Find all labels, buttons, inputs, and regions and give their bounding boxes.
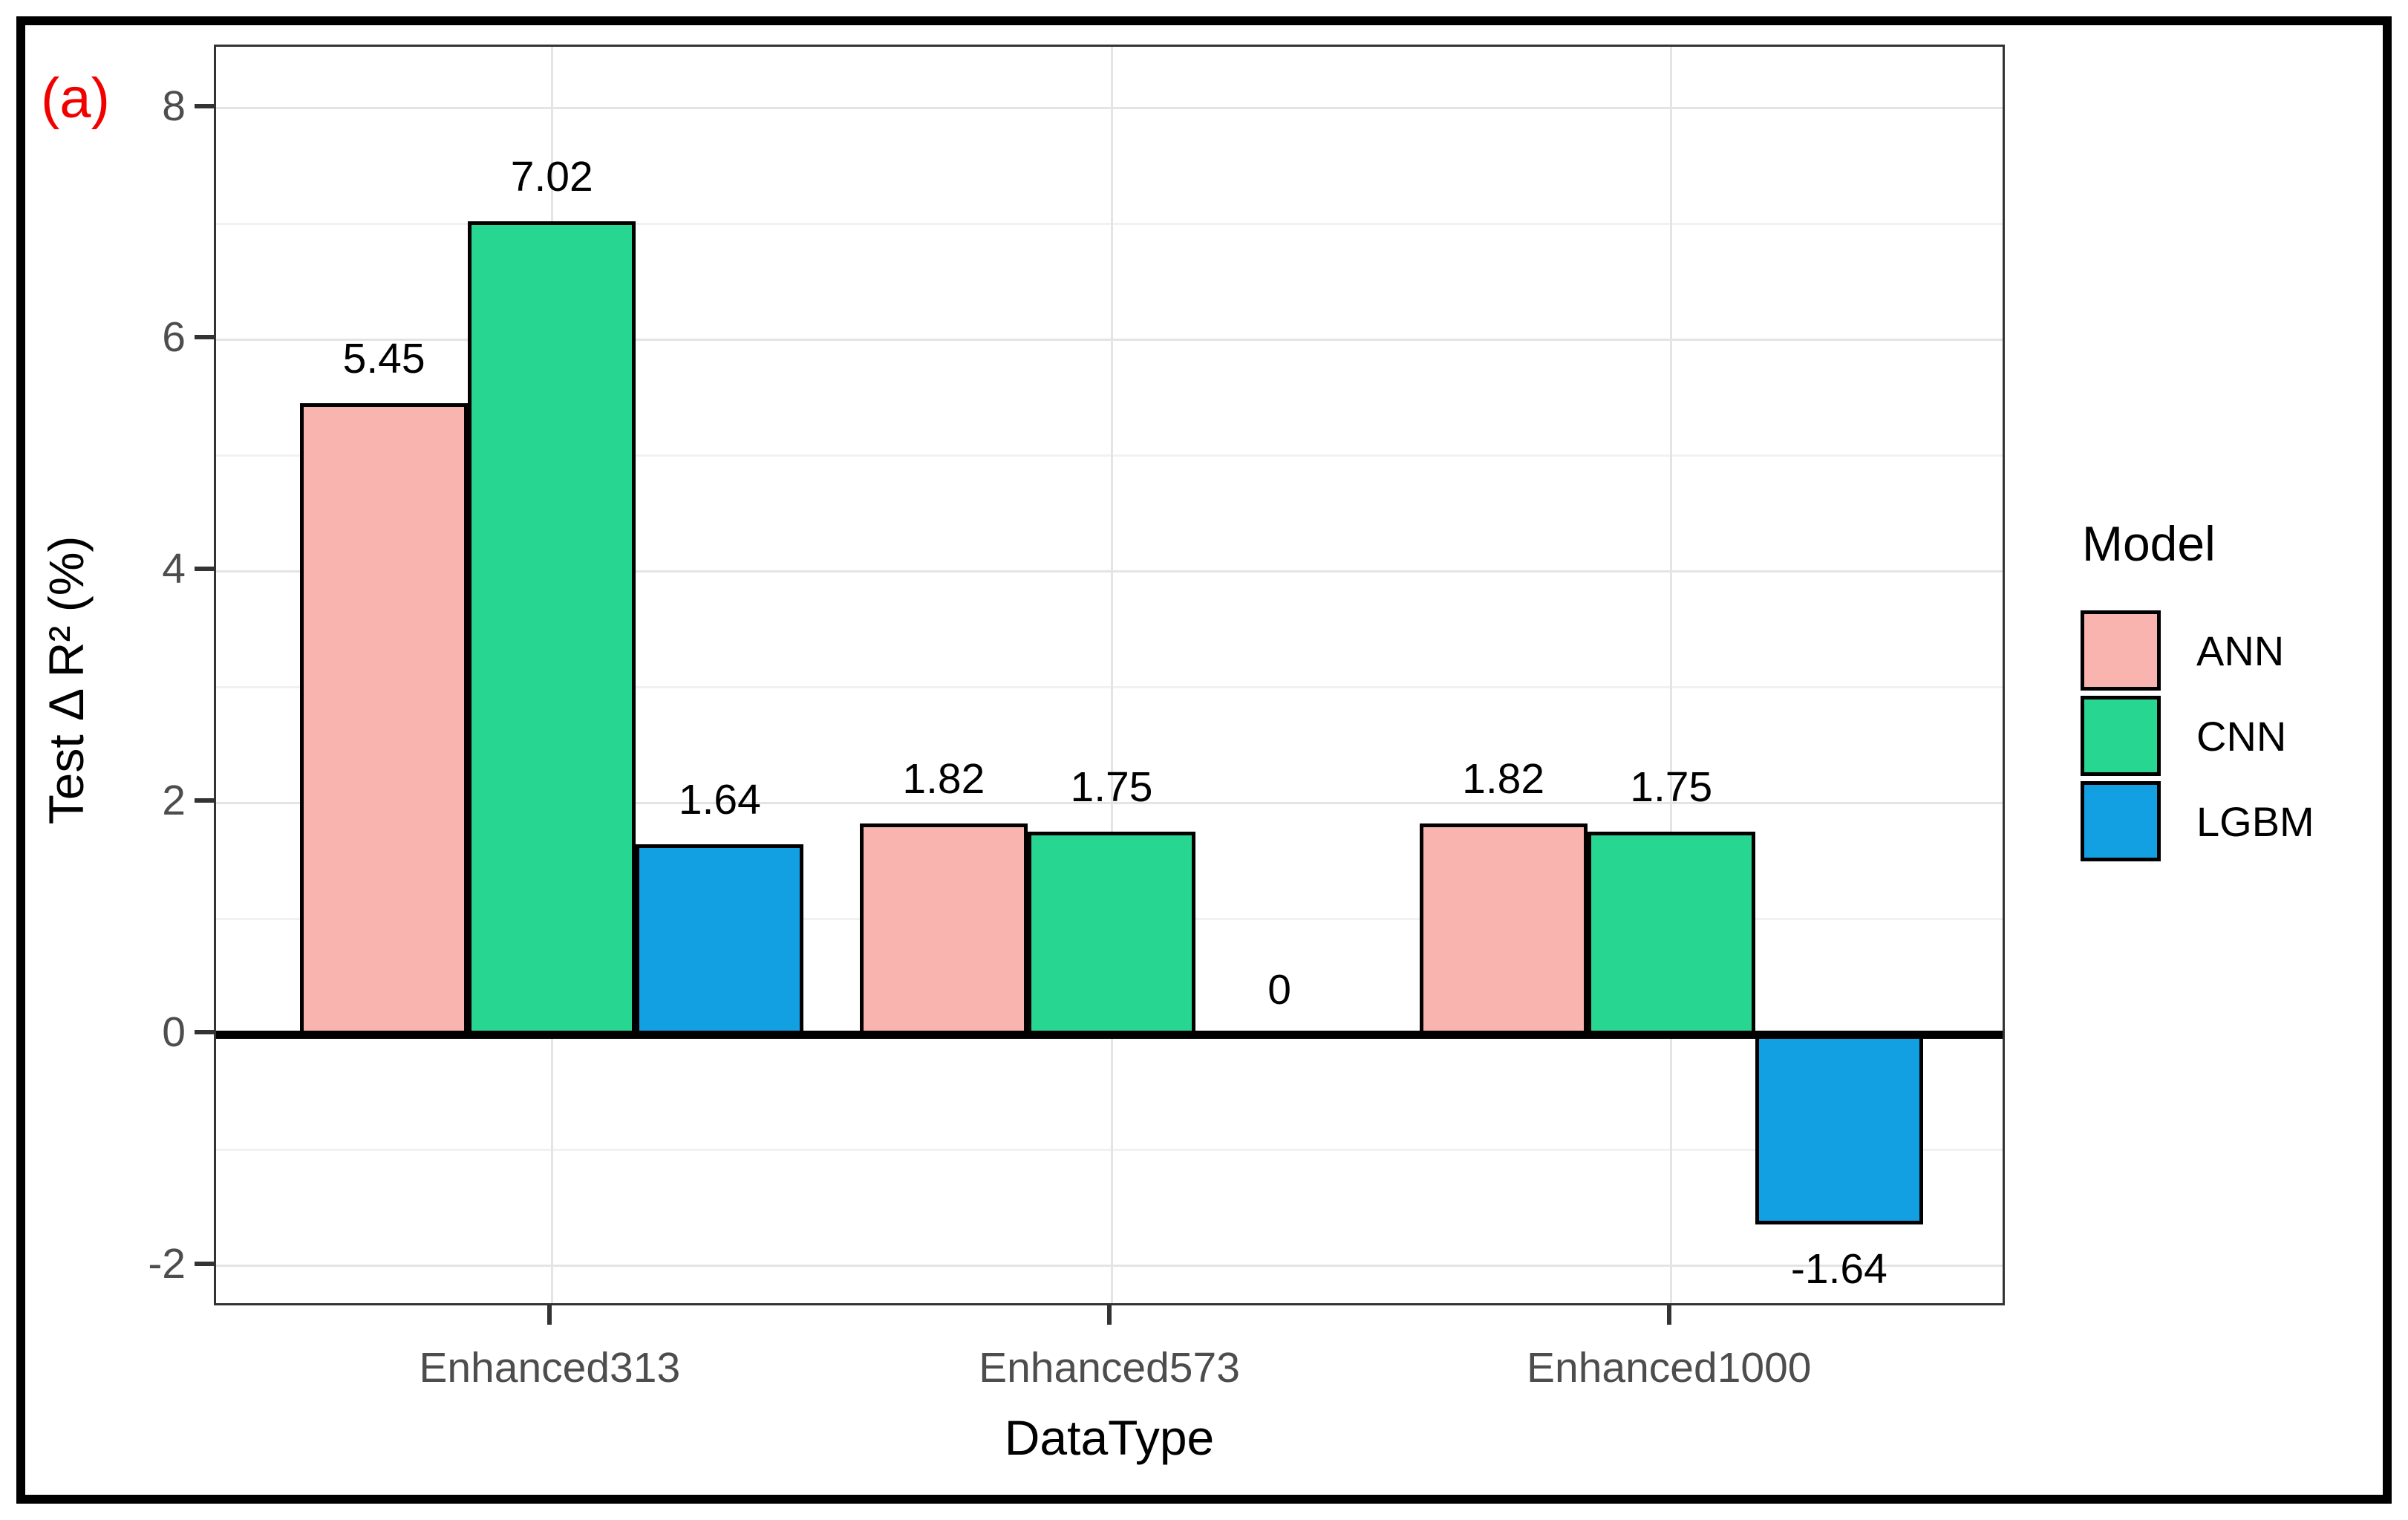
legend-swatch-lgbm bbox=[2081, 781, 2161, 861]
legend-title: Model bbox=[2082, 516, 2216, 571]
bar-value-label-enhanced313-ann: 5.45 bbox=[342, 335, 425, 383]
bar-enhanced1000-cnn bbox=[1587, 832, 1755, 1035]
bar-enhanced573-cnn bbox=[1027, 832, 1196, 1035]
x-tick-label-enhanced573: Enhanced573 bbox=[979, 1344, 1240, 1392]
gridline-major-y8 bbox=[216, 107, 2003, 110]
y-axis-title: Test Δ R² (%) bbox=[39, 535, 94, 825]
panel-tag: (a) bbox=[41, 67, 110, 130]
gridline-minor-y-1 bbox=[216, 1149, 2003, 1152]
legend: Model ANN CNN LGBM bbox=[2081, 515, 2314, 867]
bar-value-label-enhanced573-ann: 1.82 bbox=[902, 755, 985, 803]
bar-enhanced313-lgbm bbox=[636, 844, 804, 1034]
gridline-x-enhanced1000 bbox=[1670, 47, 1673, 1303]
bar-value-label-enhanced573-lgbm: 0 bbox=[1267, 966, 1291, 1014]
y-tick-2 bbox=[195, 798, 214, 803]
bar-value-label-enhanced573-cnn: 1.75 bbox=[1070, 763, 1153, 812]
plot-panel: 5.45 1.82 1.82 7.02 1.75 1.75 1.64 0 -1.64 bbox=[214, 45, 2005, 1305]
legend-swatch-ann bbox=[2081, 610, 2161, 691]
legend-item-cnn: CNN bbox=[2081, 696, 2314, 776]
y-tick-label-8: 8 bbox=[162, 82, 186, 130]
gridline-minor-y3 bbox=[216, 685, 2003, 688]
gridline-major-y4 bbox=[216, 570, 2003, 573]
legend-swatch-cnn bbox=[2081, 696, 2161, 776]
bar-value-label-enhanced1000-lgbm: -1.64 bbox=[1790, 1245, 1887, 1293]
y-tick-0 bbox=[195, 1030, 214, 1035]
y-tick-label-0: 0 bbox=[162, 1008, 186, 1057]
y-tick-label-6: 6 bbox=[162, 313, 186, 362]
gridline-x-enhanced573 bbox=[1110, 47, 1113, 1303]
bar-value-label-enhanced313-cnn: 7.02 bbox=[510, 153, 593, 201]
bar-enhanced1000-lgbm bbox=[1755, 1034, 1923, 1224]
y-tick-label-2: 2 bbox=[162, 777, 186, 825]
gridline-major-y-2 bbox=[216, 1265, 2003, 1268]
legend-label-ann: ANN bbox=[2196, 627, 2285, 674]
x-axis-title: DataType bbox=[1004, 1410, 1215, 1465]
figure-border bbox=[16, 16, 2392, 1504]
bar-enhanced1000-ann bbox=[1419, 823, 1588, 1034]
y-tick-4 bbox=[195, 567, 214, 572]
bar-value-label-enhanced1000-ann: 1.82 bbox=[1462, 755, 1545, 803]
legend-item-lgbm: LGBM bbox=[2081, 781, 2314, 861]
gridline-major-y6 bbox=[216, 338, 2003, 341]
y-tick-8 bbox=[195, 103, 214, 108]
gridline-minor-y5 bbox=[216, 454, 2003, 457]
x-tick-label-enhanced313: Enhanced313 bbox=[419, 1344, 681, 1392]
legend-item-ann: ANN bbox=[2081, 610, 2314, 691]
bar-enhanced313-ann bbox=[300, 403, 469, 1034]
x-tick-label-enhanced1000: Enhanced1000 bbox=[1526, 1344, 1812, 1392]
legend-label-lgbm: LGBM bbox=[2196, 797, 2314, 845]
x-tick-enhanced573 bbox=[1107, 1305, 1112, 1325]
y-tick-label--2: -2 bbox=[148, 1239, 186, 1288]
bar-value-label-enhanced1000-cnn: 1.75 bbox=[1630, 763, 1713, 812]
bar-value-label-enhanced313-lgbm: 1.64 bbox=[678, 776, 761, 824]
y-tick-label-4: 4 bbox=[162, 545, 186, 593]
gridline-minor-y7 bbox=[216, 223, 2003, 226]
x-tick-enhanced313 bbox=[547, 1305, 552, 1325]
y-tick-6 bbox=[195, 335, 214, 340]
y-tick--2 bbox=[195, 1261, 214, 1266]
gridline-major-y2 bbox=[216, 801, 2003, 804]
bar-enhanced573-ann bbox=[859, 823, 1028, 1034]
legend-label-cnn: CNN bbox=[2196, 712, 2287, 760]
x-tick-enhanced1000 bbox=[1666, 1305, 1671, 1325]
zero-line bbox=[216, 1030, 2003, 1039]
